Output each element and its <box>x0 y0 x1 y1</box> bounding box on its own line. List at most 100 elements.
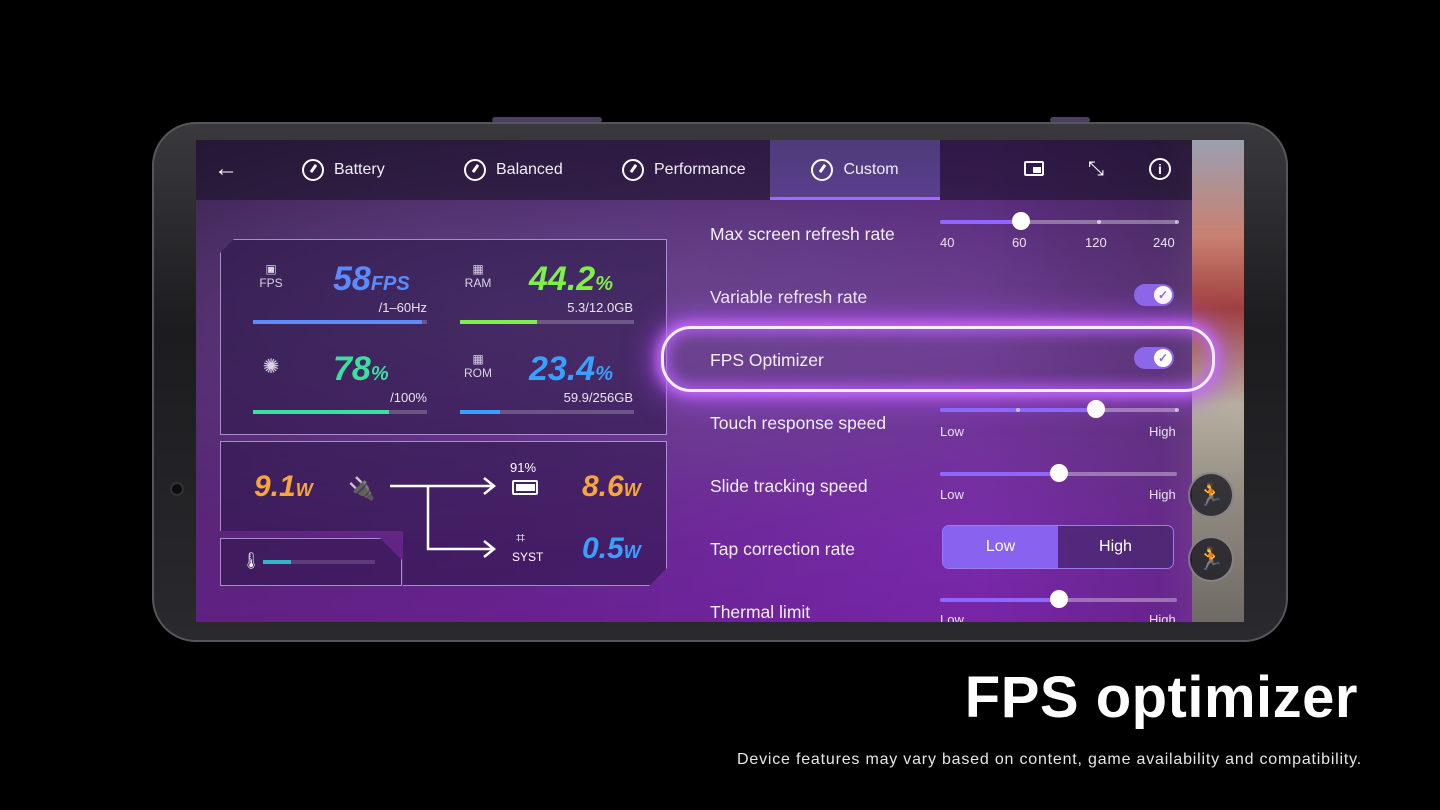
ram-value: 44.2% <box>529 260 613 298</box>
fps-value: 58FPS <box>333 260 410 298</box>
rom-usage: 59.9/256GB <box>563 390 633 405</box>
top-bar: ← Battery Balanced Performance Custom ⤡ … <box>196 140 1192 200</box>
fps-optimizer-label: FPS Optimizer <box>710 350 824 370</box>
slider-knob[interactable] <box>1049 464 1068 482</box>
slider-min-label: Low <box>940 612 964 622</box>
refresh-option: 60 <box>1012 235 1027 250</box>
action-button-2[interactable]: 🏃 <box>1188 536 1234 582</box>
slider-max-label: High <box>1149 424 1176 439</box>
fps-icon: ▣ FPS <box>259 262 283 290</box>
ram-usage: 5.3/12.0GB <box>567 300 633 315</box>
rom-bar <box>460 410 634 414</box>
brightness-bar-fill <box>253 410 389 414</box>
tap-correction-label: Tap correction rate <box>710 539 855 559</box>
slider-fill <box>940 598 1059 602</box>
fps-bar-fill <box>253 320 422 324</box>
temperature-panel: 🌡 <box>220 538 402 586</box>
balanced-gauge-icon <box>464 159 486 181</box>
slider-tick <box>1175 220 1179 224</box>
battery-percent: 91% <box>510 460 537 475</box>
fps-optimizer-highlight <box>661 326 1215 392</box>
touch-response-label: Touch response speed <box>710 413 887 433</box>
brightness-bar <box>253 410 427 414</box>
refresh-option: 120 <box>1085 235 1107 250</box>
fps-optimizer-toggle[interactable]: ✓ <box>1134 347 1174 369</box>
fps-bar <box>253 320 427 324</box>
performance-gauge-icon <box>622 159 644 181</box>
battery-gauge-icon <box>302 159 324 181</box>
slider-max-label: High <box>1149 487 1176 502</box>
brightness-max: /100% <box>390 390 427 405</box>
tap-correction-low-option[interactable]: Low <box>943 526 1058 568</box>
check-icon: ✓ <box>1154 286 1172 304</box>
back-arrow-icon[interactable]: ← <box>214 155 238 182</box>
brightness-icon: ✺ <box>262 356 280 378</box>
thermal-limit-slider[interactable] <box>940 590 1177 608</box>
power-flow-lines <box>390 477 497 558</box>
battery-power-value: 8.6W <box>582 470 641 503</box>
tap-correction-high-option[interactable]: High <box>1058 526 1173 568</box>
temperature-bar-fill <box>263 560 291 564</box>
fps-range: /1–60Hz <box>378 300 427 315</box>
game-view-strip: 🏃 🏃 <box>1188 140 1244 622</box>
custom-gauge-icon <box>811 159 834 181</box>
brightness-value: 78% <box>333 350 389 388</box>
variable-refresh-label: Variable refresh rate <box>710 287 868 307</box>
max-refresh-label: Max screen refresh rate <box>710 224 895 244</box>
slider-min-label: Low <box>940 487 964 502</box>
system-power-value: 0.5W <box>582 532 641 565</box>
tab-battery[interactable]: Battery <box>302 140 412 200</box>
slider-tick <box>1016 408 1021 412</box>
chip-icon: ⌗ <box>516 530 526 547</box>
info-icon[interactable]: i <box>1149 158 1171 180</box>
slide-tracking-label: Slide tracking speed <box>710 476 868 496</box>
picture-in-picture-icon[interactable] <box>1024 161 1044 176</box>
temperature-bar <box>263 560 375 564</box>
rom-icon: ▦ ROM <box>464 352 492 380</box>
slider-knob[interactable] <box>1049 590 1068 608</box>
feature-caption: FPS optimizer <box>964 665 1358 730</box>
tab-label: Battery <box>334 161 385 178</box>
game-screen: 🏃 🏃 ← Battery Balanced Performance Custo… <box>196 140 1244 622</box>
disclaimer-text: Device features may vary based on conten… <box>737 751 1362 768</box>
stats-panel: ▣ FPS 58FPS /1–60Hz ▦ RAM 44.2% 5.3/12.0GB… <box>220 239 667 435</box>
tab-label: Custom <box>843 161 899 178</box>
plug-icon: 🔌 <box>348 476 376 501</box>
tab-custom[interactable]: Custom <box>770 140 940 200</box>
input-power-value: 9.1W <box>254 470 313 503</box>
slider-knob[interactable] <box>1087 400 1106 418</box>
slider-fill <box>940 472 1059 476</box>
max-refresh-slider[interactable] <box>940 212 1179 230</box>
slider-knob[interactable] <box>1011 212 1030 230</box>
refresh-option: 240 <box>1153 235 1175 250</box>
check-icon: ✓ <box>1154 349 1172 367</box>
rom-value: 23.4% <box>529 350 613 388</box>
slider-tick <box>1175 408 1179 412</box>
ram-icon: ▦ RAM <box>464 262 492 290</box>
tab-label: Performance <box>654 161 746 178</box>
compress-icon[interactable]: ⤡ <box>1088 158 1104 180</box>
ram-bar <box>460 320 634 324</box>
phone-top-button-left <box>492 117 602 123</box>
front-camera <box>170 482 184 496</box>
tab-label: Balanced <box>496 161 563 178</box>
variable-refresh-toggle[interactable]: ✓ <box>1134 284 1174 306</box>
tab-performance[interactable]: Performance <box>622 140 772 200</box>
thermal-limit-label: Thermal limit <box>710 602 811 622</box>
rom-bar-fill <box>460 410 501 414</box>
touch-response-slider[interactable] <box>940 400 1179 418</box>
phone-top-button-right <box>1050 117 1090 123</box>
slider-min-label: Low <box>940 424 964 439</box>
slider-max-label: High <box>1149 612 1176 622</box>
slide-tracking-slider[interactable] <box>940 464 1177 482</box>
slider-tick <box>1096 220 1101 224</box>
tab-balanced[interactable]: Balanced <box>464 140 584 200</box>
ram-bar-fill <box>460 320 537 324</box>
slider-fill <box>940 220 1021 224</box>
battery-icon <box>512 480 538 495</box>
refresh-option: 40 <box>940 235 955 250</box>
thermometer-icon: 🌡 <box>241 553 262 570</box>
tap-correction-segmented: Low High <box>942 525 1174 569</box>
action-button-1[interactable]: 🏃 <box>1188 472 1234 518</box>
system-label: SYST <box>512 550 544 564</box>
